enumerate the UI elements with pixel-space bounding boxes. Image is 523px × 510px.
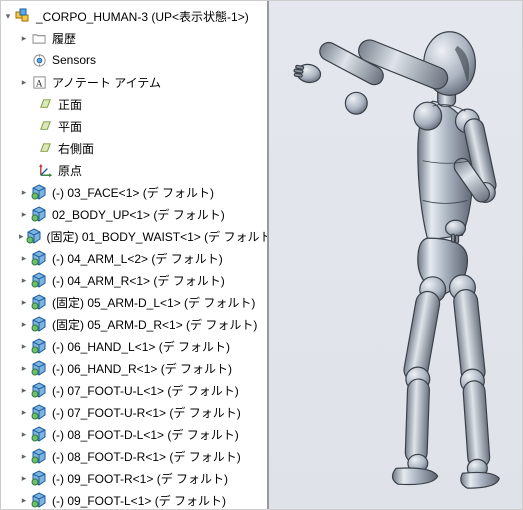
expander-icon[interactable]: ▸: [19, 231, 24, 241]
folder-icon: [31, 30, 47, 46]
tree-item-part[interactable]: ▸ (-) 09_FOOT-R<1> (デ フォルト): [1, 467, 267, 489]
part-icon: [31, 316, 47, 332]
expander-icon[interactable]: ▸: [19, 341, 29, 351]
model-viewport[interactable]: [269, 1, 522, 509]
tree-item-label: (-) 04_ARM_L<2> (デ フォルト): [50, 250, 223, 267]
tree-item-label: 平面: [56, 118, 82, 135]
tree-item-label: (-) 04_ARM_R<1> (デ フォルト): [50, 272, 225, 289]
expander-icon[interactable]: ▸: [19, 495, 29, 505]
tree-item-part[interactable]: ▸ (-) 08_FOOT-D-R<1> (デ フォルト): [1, 445, 267, 467]
tree-item-label: アノテート アイテム: [50, 74, 161, 91]
part-icon: [31, 382, 47, 398]
tree-item-part[interactable]: ▸ (-) 07_FOOT-U-R<1> (デ フォルト): [1, 401, 267, 423]
part-icon: [31, 338, 47, 354]
part-icon: [31, 272, 47, 288]
tree-parts-container: ▸ (-) 03_FACE<1> (デ フォルト) ▸ 02_BODY_UP<1> (…: [1, 181, 267, 509]
part-icon: [31, 184, 47, 200]
tree-item-label: 02_BODY_UP<1> (デ フォルト): [50, 206, 225, 223]
tree-item-label: (-) 07_FOOT-U-R<1> (デ フォルト): [50, 404, 241, 421]
part-icon: [31, 426, 47, 442]
part-icon: [31, 448, 47, 464]
plane-icon: [37, 140, 53, 156]
tree-item-part[interactable]: ▸ (-) 04_ARM_L<2> (デ フォルト): [1, 247, 267, 269]
svg-text:A: A: [35, 79, 42, 89]
tree-item-part[interactable]: ▸ (-) 06_HAND_L<1> (デ フォルト): [1, 335, 267, 357]
tree-item-part[interactable]: ▸ (固定) 01_BODY_WAIST<1> (デ フォルト): [1, 225, 267, 247]
part-icon: [31, 470, 47, 486]
expander-icon[interactable]: ▸: [19, 363, 29, 373]
tree-item-part[interactable]: ▸ (固定) 05_ARM-D_R<1> (デ フォルト): [1, 313, 267, 335]
tree-item-label: Sensors: [50, 53, 96, 67]
origin-icon: [37, 162, 53, 178]
tree-item-label: (-) 08_FOOT-D-L<1> (デ フォルト): [50, 426, 239, 443]
tree-item-label: (-) 08_FOOT-D-R<1> (デ フォルト): [50, 448, 241, 465]
tree-item-part[interactable]: ▸ (-) 04_ARM_R<1> (デ フォルト): [1, 269, 267, 291]
tree-item-label: 右側面: [56, 140, 94, 157]
tree-item-plane-right[interactable]: 右側面: [1, 137, 267, 159]
feature-tree-panel: ▾ _CORPO_HUMAN-3 (UP<表示状態-1>) ▸ 履歴 Senso…: [1, 1, 269, 509]
expander-icon[interactable]: ▸: [19, 77, 29, 87]
tree-item-part[interactable]: ▸ (-) 03_FACE<1> (デ フォルト): [1, 181, 267, 203]
tree-item-plane-top[interactable]: 平面: [1, 115, 267, 137]
robot-model-render: [269, 1, 522, 509]
part-icon: [31, 360, 47, 376]
sensor-icon: [31, 52, 47, 68]
tree-item-label: 正面: [56, 96, 82, 113]
tree-item-history[interactable]: ▸ 履歴: [1, 27, 267, 49]
part-icon: [31, 294, 47, 310]
tree-item-part[interactable]: ▸ (固定) 05_ARM-D_L<1> (デ フォルト): [1, 291, 267, 313]
tree-item-label: 履歴: [50, 30, 76, 47]
tree-item-label: (-) 06_HAND_L<1> (デ フォルト): [50, 338, 230, 355]
expander-icon[interactable]: ▸: [19, 429, 29, 439]
expander-icon[interactable]: ▸: [19, 319, 29, 329]
tree-item-sensors[interactable]: Sensors: [1, 49, 267, 71]
part-icon: [31, 492, 47, 508]
tree-item-part[interactable]: ▸ (-) 07_FOOT-U-L<1> (デ フォルト): [1, 379, 267, 401]
assembly-icon: [15, 8, 31, 24]
expander-icon[interactable]: ▸: [19, 209, 29, 219]
tree-root-label: _CORPO_HUMAN-3 (UP<表示状態-1>): [34, 8, 249, 25]
tree-item-annotation[interactable]: ▸ A アノテート アイテム: [1, 71, 267, 93]
expander-icon[interactable]: ▾: [3, 11, 13, 21]
expander-icon[interactable]: ▸: [19, 275, 29, 285]
tree-item-part[interactable]: ▸ 02_BODY_UP<1> (デ フォルト): [1, 203, 267, 225]
tree-item-part[interactable]: ▸ (-) 08_FOOT-D-L<1> (デ フォルト): [1, 423, 267, 445]
expander-icon[interactable]: ▸: [19, 451, 29, 461]
expander-icon[interactable]: ▸: [19, 473, 29, 483]
tree-item-label: (固定) 01_BODY_WAIST<1> (デ フォルト): [45, 228, 269, 245]
part-icon: [31, 404, 47, 420]
tree-item-label: (-) 07_FOOT-U-L<1> (デ フォルト): [50, 382, 239, 399]
tree-root-assembly[interactable]: ▾ _CORPO_HUMAN-3 (UP<表示状態-1>): [1, 5, 267, 27]
tree-item-label: 原点: [56, 162, 82, 179]
tree-item-part[interactable]: ▸ (-) 09_FOOT-L<1> (デ フォルト): [1, 489, 267, 509]
expander-icon[interactable]: ▸: [19, 33, 29, 43]
tree-item-label: (固定) 05_ARM-D_L<1> (デ フォルト): [50, 294, 255, 311]
plane-icon: [37, 118, 53, 134]
expander-icon[interactable]: ▸: [19, 253, 29, 263]
tree-item-part[interactable]: ▸ (-) 06_HAND_R<1> (デ フォルト): [1, 357, 267, 379]
tree-item-origin[interactable]: 原点: [1, 159, 267, 181]
annotation-icon: A: [31, 74, 47, 90]
tree-item-label: (-) 09_FOOT-L<1> (デ フォルト): [50, 492, 226, 509]
part-icon: [31, 206, 47, 222]
tree-item-label: (固定) 05_ARM-D_R<1> (デ フォルト): [50, 316, 257, 333]
plane-icon: [37, 96, 53, 112]
tree-item-label: (-) 03_FACE<1> (デ フォルト): [50, 184, 214, 201]
expander-icon[interactable]: ▸: [19, 407, 29, 417]
expander-icon[interactable]: ▸: [19, 385, 29, 395]
part-icon: [31, 250, 47, 266]
tree-item-plane-front[interactable]: 正面: [1, 93, 267, 115]
part-icon: [26, 228, 42, 244]
expander-icon[interactable]: ▸: [19, 297, 29, 307]
expander-icon[interactable]: ▸: [19, 187, 29, 197]
tree-item-label: (-) 09_FOOT-R<1> (デ フォルト): [50, 470, 228, 487]
tree-item-label: (-) 06_HAND_R<1> (デ フォルト): [50, 360, 232, 377]
